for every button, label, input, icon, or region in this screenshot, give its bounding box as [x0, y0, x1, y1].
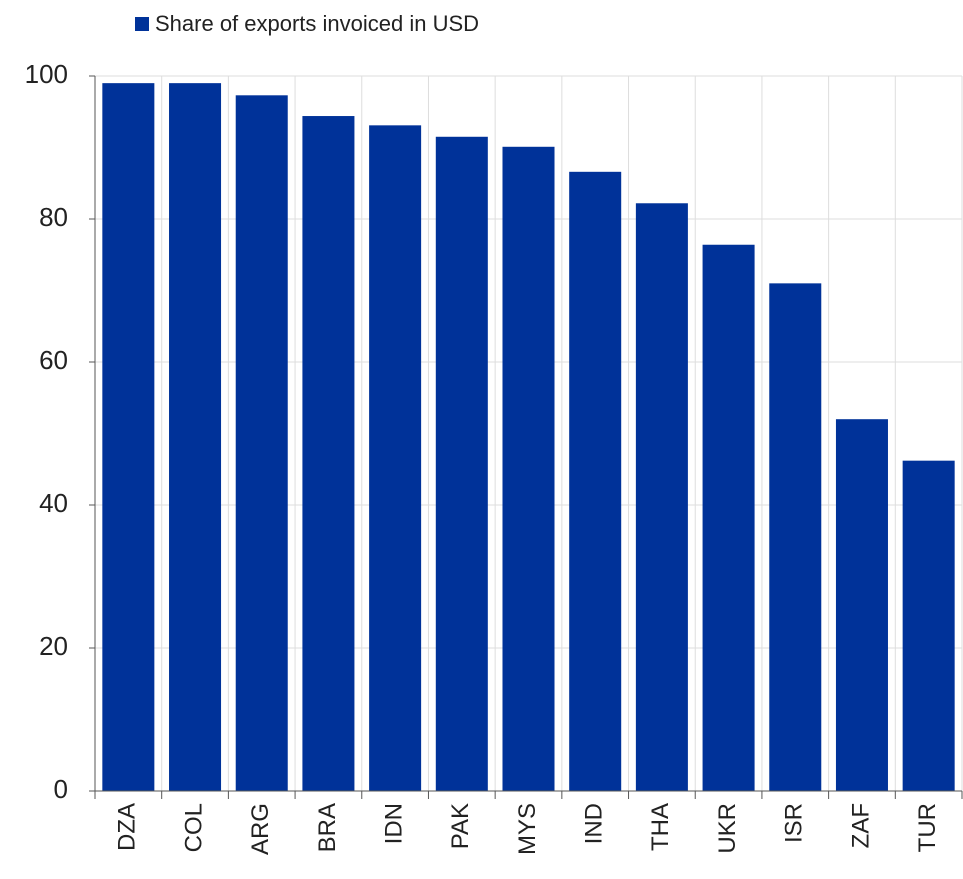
x-tick-label: DZA: [114, 803, 141, 851]
bar: [569, 171, 622, 791]
bar: [102, 83, 155, 791]
x-tick-label: ARG: [247, 803, 274, 855]
bar: [369, 125, 422, 791]
y-tick-label: 60: [39, 345, 68, 375]
x-tick-label: THA: [647, 803, 674, 851]
x-tick-label: MYS: [514, 803, 541, 855]
bar: [302, 116, 355, 792]
bar: [435, 136, 488, 791]
x-tick-label: ISR: [781, 803, 808, 843]
x-tick-label: UKR: [714, 803, 741, 854]
y-tick-label: 80: [39, 202, 68, 232]
bar: [169, 83, 222, 791]
y-tick-label: 40: [39, 488, 68, 518]
bar: [702, 244, 755, 792]
y-tick-label: 20: [39, 631, 68, 661]
x-tick-label: BRA: [314, 803, 341, 852]
bar: [635, 203, 688, 791]
x-tick-label: IDN: [380, 803, 407, 844]
x-tick-label: COL: [180, 803, 207, 852]
bar: [502, 146, 555, 791]
x-tick-label: PAK: [447, 803, 474, 849]
legend-swatch: [135, 17, 149, 31]
bar: [902, 460, 955, 791]
y-tick-label: 100: [25, 59, 68, 89]
bar: [835, 419, 888, 791]
legend-label: Share of exports invoiced in USD: [155, 11, 479, 36]
x-tick-label: ZAF: [847, 803, 874, 848]
bar: [235, 95, 288, 792]
y-tick-label: 0: [54, 774, 68, 804]
bar: [769, 283, 822, 791]
x-tick-label: IND: [581, 803, 608, 844]
x-tick-label: TUR: [914, 803, 941, 852]
